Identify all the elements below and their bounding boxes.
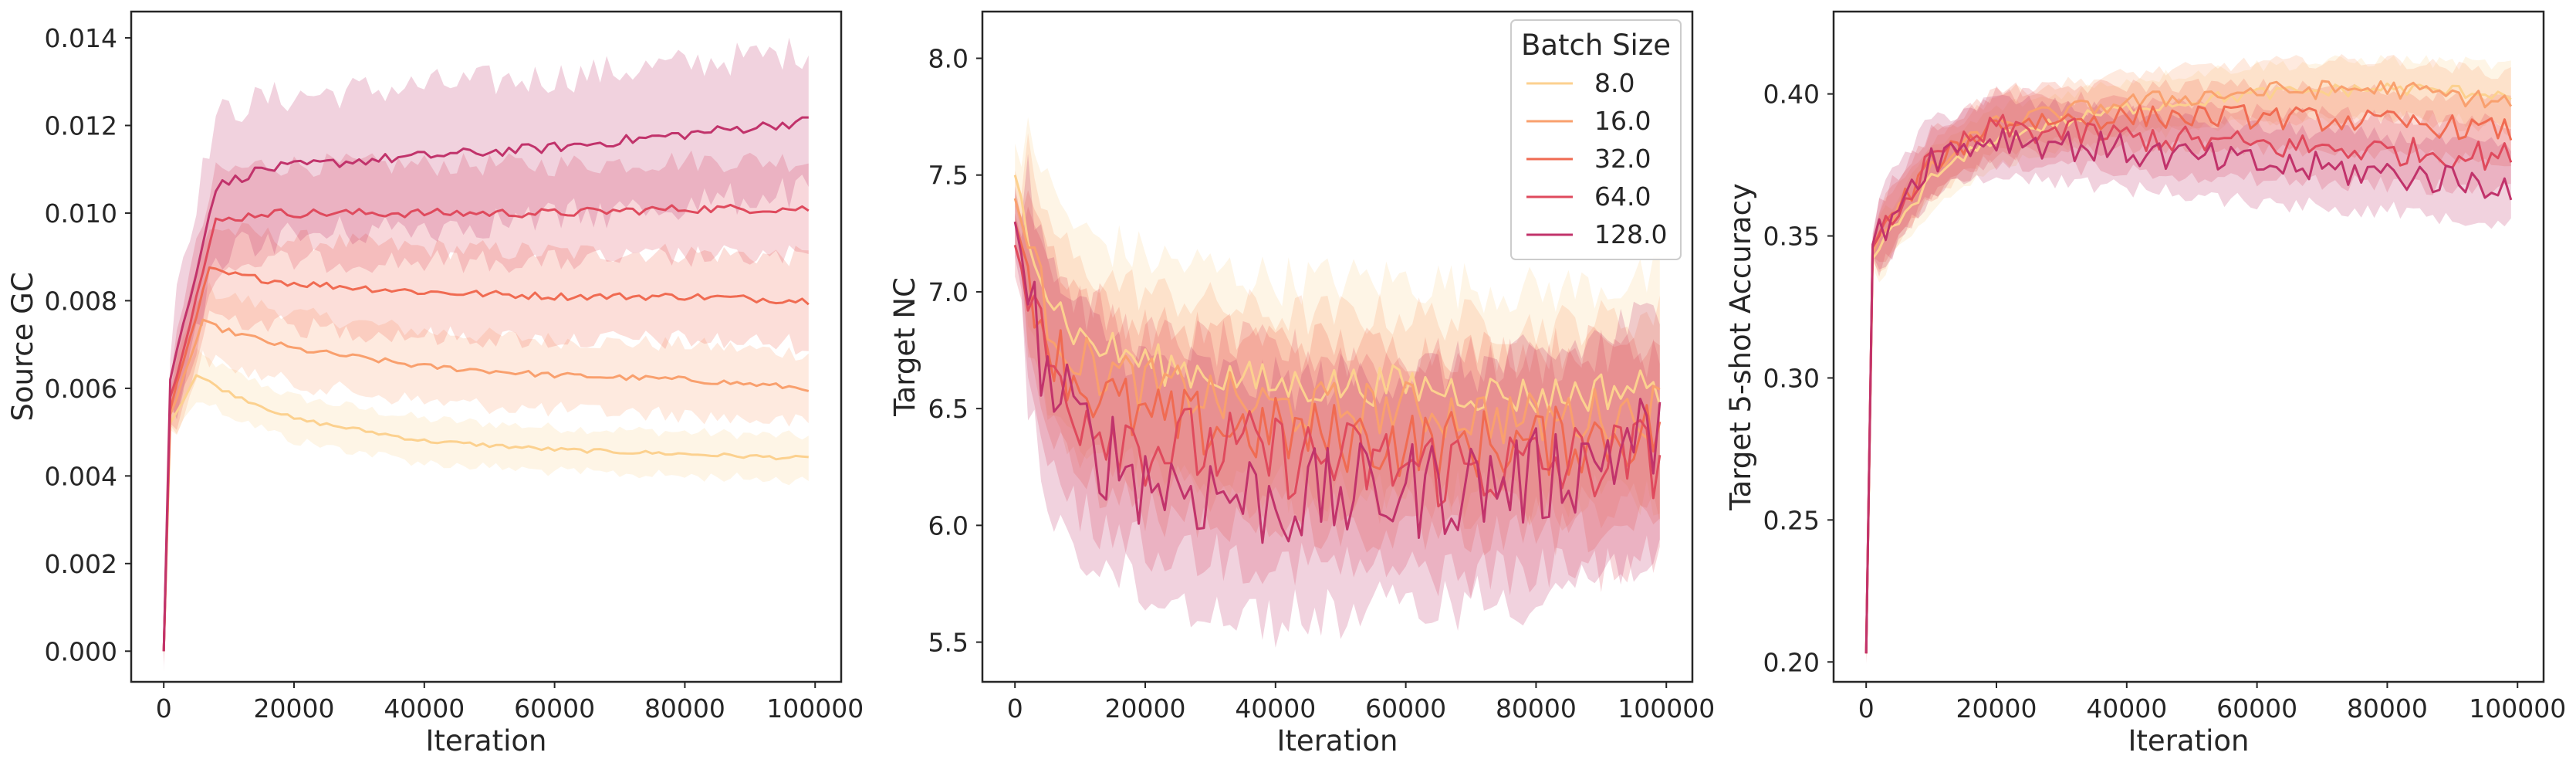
legend-box	[1510, 19, 1682, 260]
x-tick-label: 40000	[384, 693, 465, 724]
x-tick-label: 20000	[254, 693, 335, 724]
y-tick-label: 0.010	[45, 198, 117, 229]
y-tick-label: 0.40	[1763, 80, 1820, 110]
x-tick-label: 60000	[2216, 693, 2297, 724]
x-tick-label: 0	[156, 693, 172, 724]
x-tick-label: 80000	[1496, 693, 1577, 724]
y-tick-label: 0.20	[1763, 647, 1820, 677]
axes-frame	[1832, 10, 2545, 683]
series-line-128.0	[1864, 127, 2513, 654]
band-32.0	[1866, 78, 2511, 663]
band-64.0	[164, 150, 809, 666]
series-line-32.0	[162, 266, 810, 652]
band-128.0	[164, 37, 809, 673]
axes-frame	[130, 10, 843, 683]
y-axis-label: Target NC	[888, 277, 921, 417]
legend-entry-16.0: 16.0	[1594, 106, 1651, 136]
x-tick-label: 40000	[2086, 693, 2167, 724]
series-line-16.0	[1864, 80, 2513, 654]
y-tick-label: 6.5	[928, 394, 969, 424]
x-tick-label: 0	[1007, 693, 1023, 724]
legend: Batch Size 8.0 16.0 32.0 64.0 128.0	[1510, 19, 1682, 260]
x-axis-label: Iteration	[2128, 724, 2250, 758]
y-axis-label: Source GC	[6, 272, 39, 421]
plot-area	[1864, 54, 2513, 665]
y-tick-label: 0.012	[45, 111, 117, 141]
x-tick-label: 40000	[1235, 693, 1316, 724]
legend-entry-32.0: 32.0	[1594, 144, 1651, 174]
x-tick-label: 100000	[1618, 693, 1715, 724]
series-line-64.0	[1864, 114, 2513, 654]
x-axis-label: Iteration	[426, 724, 547, 758]
subplot-2: 0 20000 40000 60000 80000 100000 5.5 6.0 6.5 7.0 7…	[888, 10, 1715, 758]
series-line-8.0	[1013, 175, 1662, 413]
y-tick-label: 0.25	[1763, 505, 1820, 535]
x-tick-label: 80000	[644, 693, 725, 724]
x-tick-label: 100000	[766, 693, 864, 724]
band-128.0	[1866, 95, 2511, 665]
x-tick-label: 60000	[514, 693, 595, 724]
legend-entry-128.0: 128.0	[1594, 219, 1667, 249]
y-tick-label: 0.000	[45, 636, 117, 666]
band-64.0	[1866, 86, 2511, 664]
legend-title: Batch Size	[1521, 29, 1671, 62]
axes-frame	[981, 10, 1694, 683]
y-axis-label: Target 5-shot Accuracy	[1724, 183, 1757, 511]
series-line-32.0	[1013, 221, 1662, 480]
band-32.0	[1015, 190, 1660, 556]
plot-area	[1013, 117, 1662, 648]
legend-entry-8.0: 8.0	[1594, 68, 1635, 98]
y-tick-label: 0.008	[45, 286, 117, 316]
y-tick-label: 7.0	[928, 277, 969, 307]
y-tick-label: 0.002	[45, 549, 117, 579]
series-line-16.0	[162, 318, 810, 652]
y-tick-label: 0.014	[45, 23, 117, 53]
series-line-16.0	[1013, 198, 1661, 445]
x-tick-label: 60000	[1365, 693, 1446, 724]
subplot-3: 0 20000 40000 60000 80000 100000 0.20 0.25 0.30 0…	[1724, 10, 2566, 758]
plot-area	[162, 37, 810, 673]
band-8.0	[1866, 55, 2511, 663]
y-tick-label: 7.5	[928, 161, 969, 191]
y-tick-label: 6.0	[928, 510, 969, 541]
subplot-1: 0 20000 40000 60000 80000 100000 0.000 0.002 0.0…	[6, 10, 864, 758]
series-line-64.0	[162, 203, 810, 652]
y-tick-label: 0.30	[1763, 363, 1820, 393]
series-line-128.0	[1013, 221, 1662, 544]
x-tick-label: 80000	[2347, 693, 2428, 724]
band-16.0	[1866, 54, 2511, 663]
x-tick-label: 20000	[1956, 693, 2037, 724]
y-tick-label: 0.006	[45, 374, 117, 404]
band-32.0	[164, 222, 809, 665]
y-tick-label: 0.35	[1763, 222, 1820, 252]
band-8.0	[164, 347, 809, 658]
series-line-8.0	[162, 374, 809, 652]
y-tick-label: 8.0	[928, 43, 969, 73]
x-tick-label: 0	[1858, 693, 1875, 724]
x-tick-label: 20000	[1105, 693, 1186, 724]
legend-entry-64.0: 64.0	[1594, 181, 1651, 212]
x-axis-label: Iteration	[1277, 724, 1398, 758]
series-line-128.0	[162, 116, 809, 652]
y-tick-label: 0.004	[45, 461, 117, 491]
x-tick-label: 100000	[2469, 693, 2566, 724]
y-tick-label: 5.5	[928, 628, 969, 658]
